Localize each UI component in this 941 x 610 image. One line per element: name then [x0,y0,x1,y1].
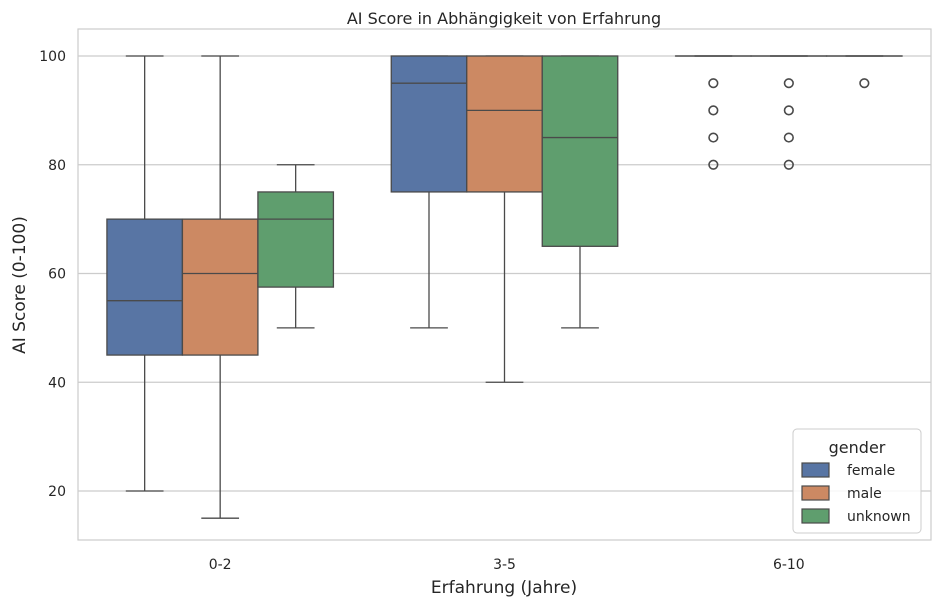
x-axis-label: Erfahrung (Jahre) [431,578,577,598]
marks-layer [107,56,902,518]
x-tick-label: 6-10 [773,557,805,573]
legend-swatch-male [802,486,829,500]
x-tick-label: 3-5 [493,557,516,573]
box-female [391,56,467,192]
box-unknown [542,56,618,246]
y-tick-label: 100 [39,49,66,65]
y-tick-label: 60 [48,267,66,283]
legend: gender female male unknown [793,429,921,533]
outlier-point [709,133,718,142]
y-tick-label: 80 [48,158,66,174]
legend-label: female [847,463,895,479]
box-female [107,219,182,355]
chart-title: AI Score in Abhängigkeit von Erfahrung [347,9,661,28]
box-male [467,56,543,192]
x-tick-label: 0-2 [209,557,232,573]
outlier-point [709,79,718,88]
box-unknown [258,192,334,287]
legend-label: unknown [847,509,911,525]
outlier-point [785,133,794,142]
outlier-point [785,79,794,88]
box-male [182,219,258,355]
legend-title: gender [829,438,886,457]
outlier-point [785,106,794,115]
y-axis-label: AI Score (0-100) [10,216,30,354]
legend-swatch-unknown [802,509,829,523]
legend-swatch-female [802,463,829,477]
legend-label: male [847,486,882,502]
y-tick-label: 40 [48,375,66,391]
outlier-point [860,79,869,88]
y-tick-label: 20 [48,484,66,500]
outlier-point [709,106,718,115]
